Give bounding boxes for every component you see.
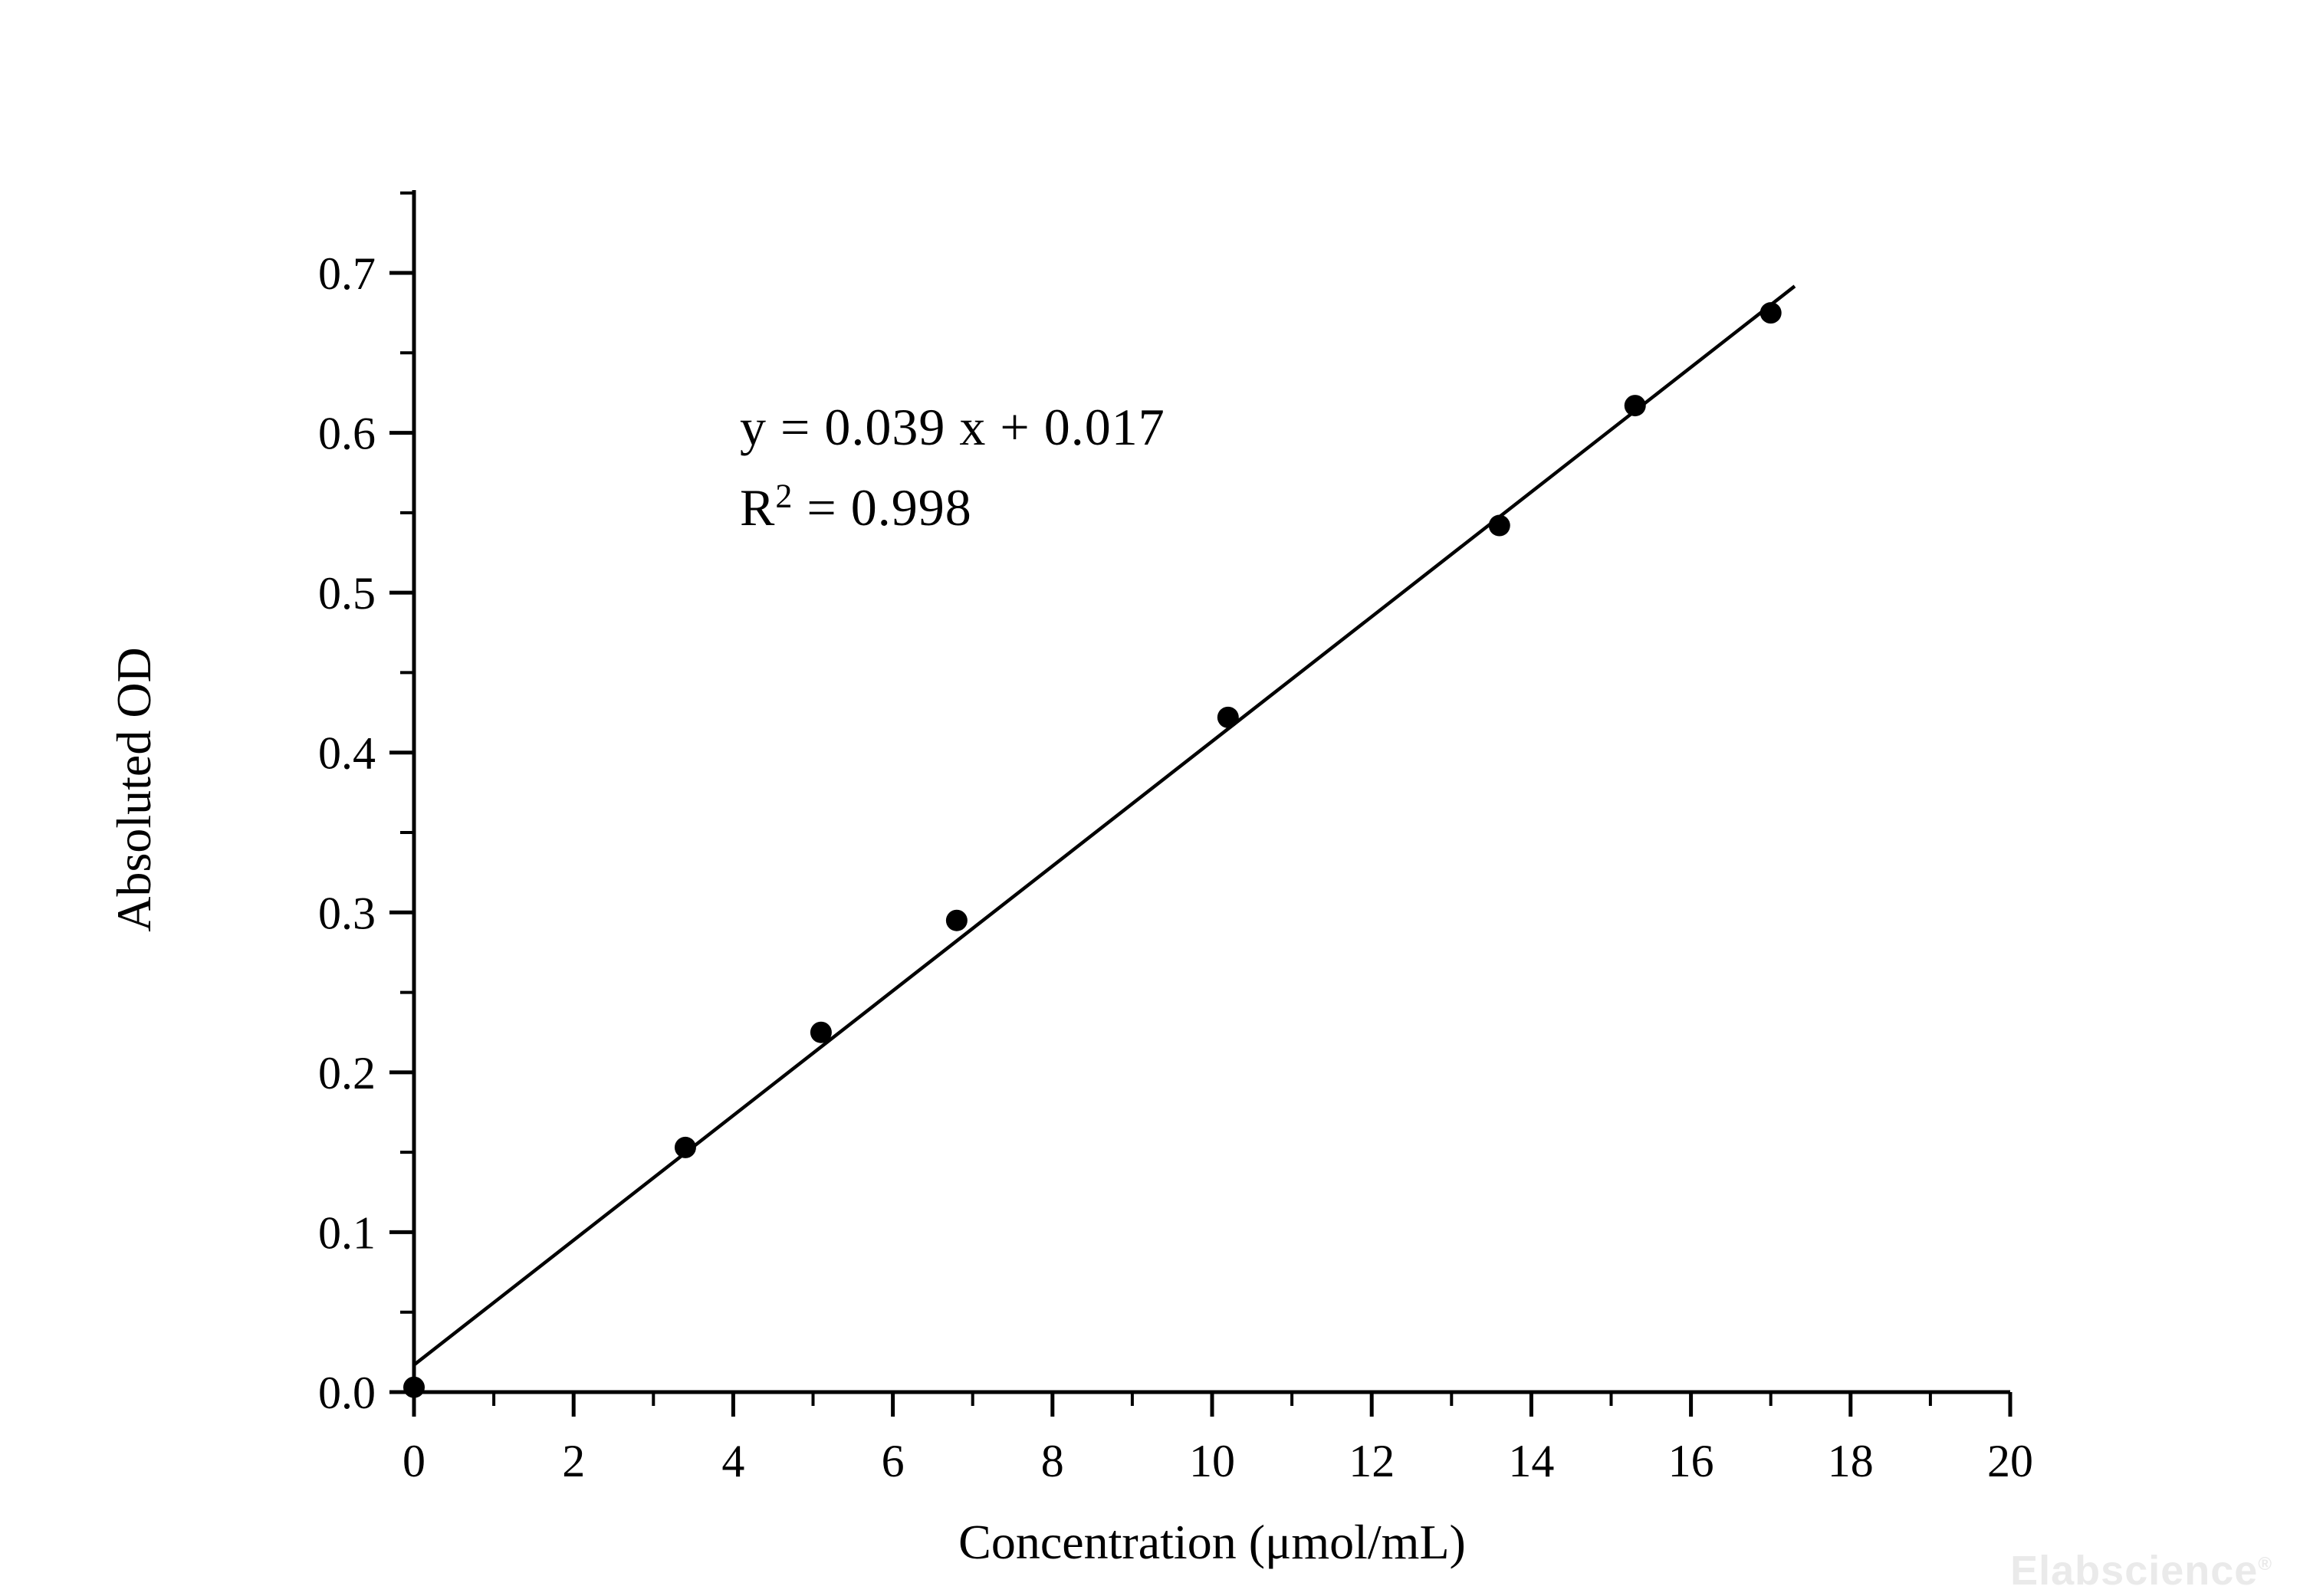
y-tick-label: 0.0 — [318, 1368, 376, 1418]
watermark-text: Elabscience — [2010, 1548, 2259, 1594]
fit-equation-text: y = 0.039 x + 0.017 — [740, 398, 1165, 456]
x-tick-label: 10 — [1189, 1436, 1235, 1486]
y-tick-label: 0.6 — [318, 409, 376, 459]
x-tick-label: 2 — [562, 1436, 585, 1486]
x-tick-label: 12 — [1349, 1436, 1395, 1486]
fit-line — [412, 284, 1796, 1367]
axis-lines — [412, 190, 2010, 1394]
y-axis-title: Absoluted OD — [107, 647, 161, 932]
y-tick-label: 0.2 — [318, 1048, 376, 1098]
x-tick-label: 16 — [1668, 1436, 1714, 1486]
data-point — [1217, 706, 1239, 728]
x-axis-title: Concentration (μmol/mL) — [958, 1515, 1466, 1569]
watermark: Elabscience® — [2010, 1547, 2272, 1594]
data-point — [403, 1376, 425, 1398]
fit-annotation: y = 0.039 x + 0.017 R2 = 0.998 — [740, 387, 1165, 549]
data-point — [674, 1136, 696, 1158]
y-tick-label: 0.3 — [318, 888, 376, 938]
x-tick-label: 0 — [402, 1436, 426, 1486]
x-tick-label: 18 — [1828, 1436, 1874, 1486]
x-tick-label: 8 — [1041, 1436, 1064, 1486]
data-point — [1488, 514, 1510, 537]
x-tick-label: 14 — [1508, 1436, 1554, 1486]
data-point — [1760, 302, 1782, 324]
y-tick-label: 0.7 — [318, 248, 376, 299]
y-tick-label: 0.4 — [318, 728, 376, 779]
y-tick-label: 0.1 — [318, 1207, 376, 1258]
r-squared-exponent: 2 — [775, 477, 794, 515]
r-squared-text: R2 = 0.998 — [740, 468, 1165, 548]
r-squared-base: R — [740, 478, 776, 537]
data-point — [1624, 395, 1646, 417]
data-point — [945, 909, 968, 931]
x-tick-label: 20 — [1987, 1436, 2033, 1486]
data-point — [810, 1021, 832, 1043]
y-tick-label: 0.5 — [318, 568, 376, 619]
x-tick-label: 4 — [721, 1436, 744, 1486]
watermark-registered-icon: ® — [2258, 1554, 2272, 1575]
x-tick-label: 6 — [882, 1436, 905, 1486]
r-squared-value: = 0.998 — [793, 478, 972, 537]
